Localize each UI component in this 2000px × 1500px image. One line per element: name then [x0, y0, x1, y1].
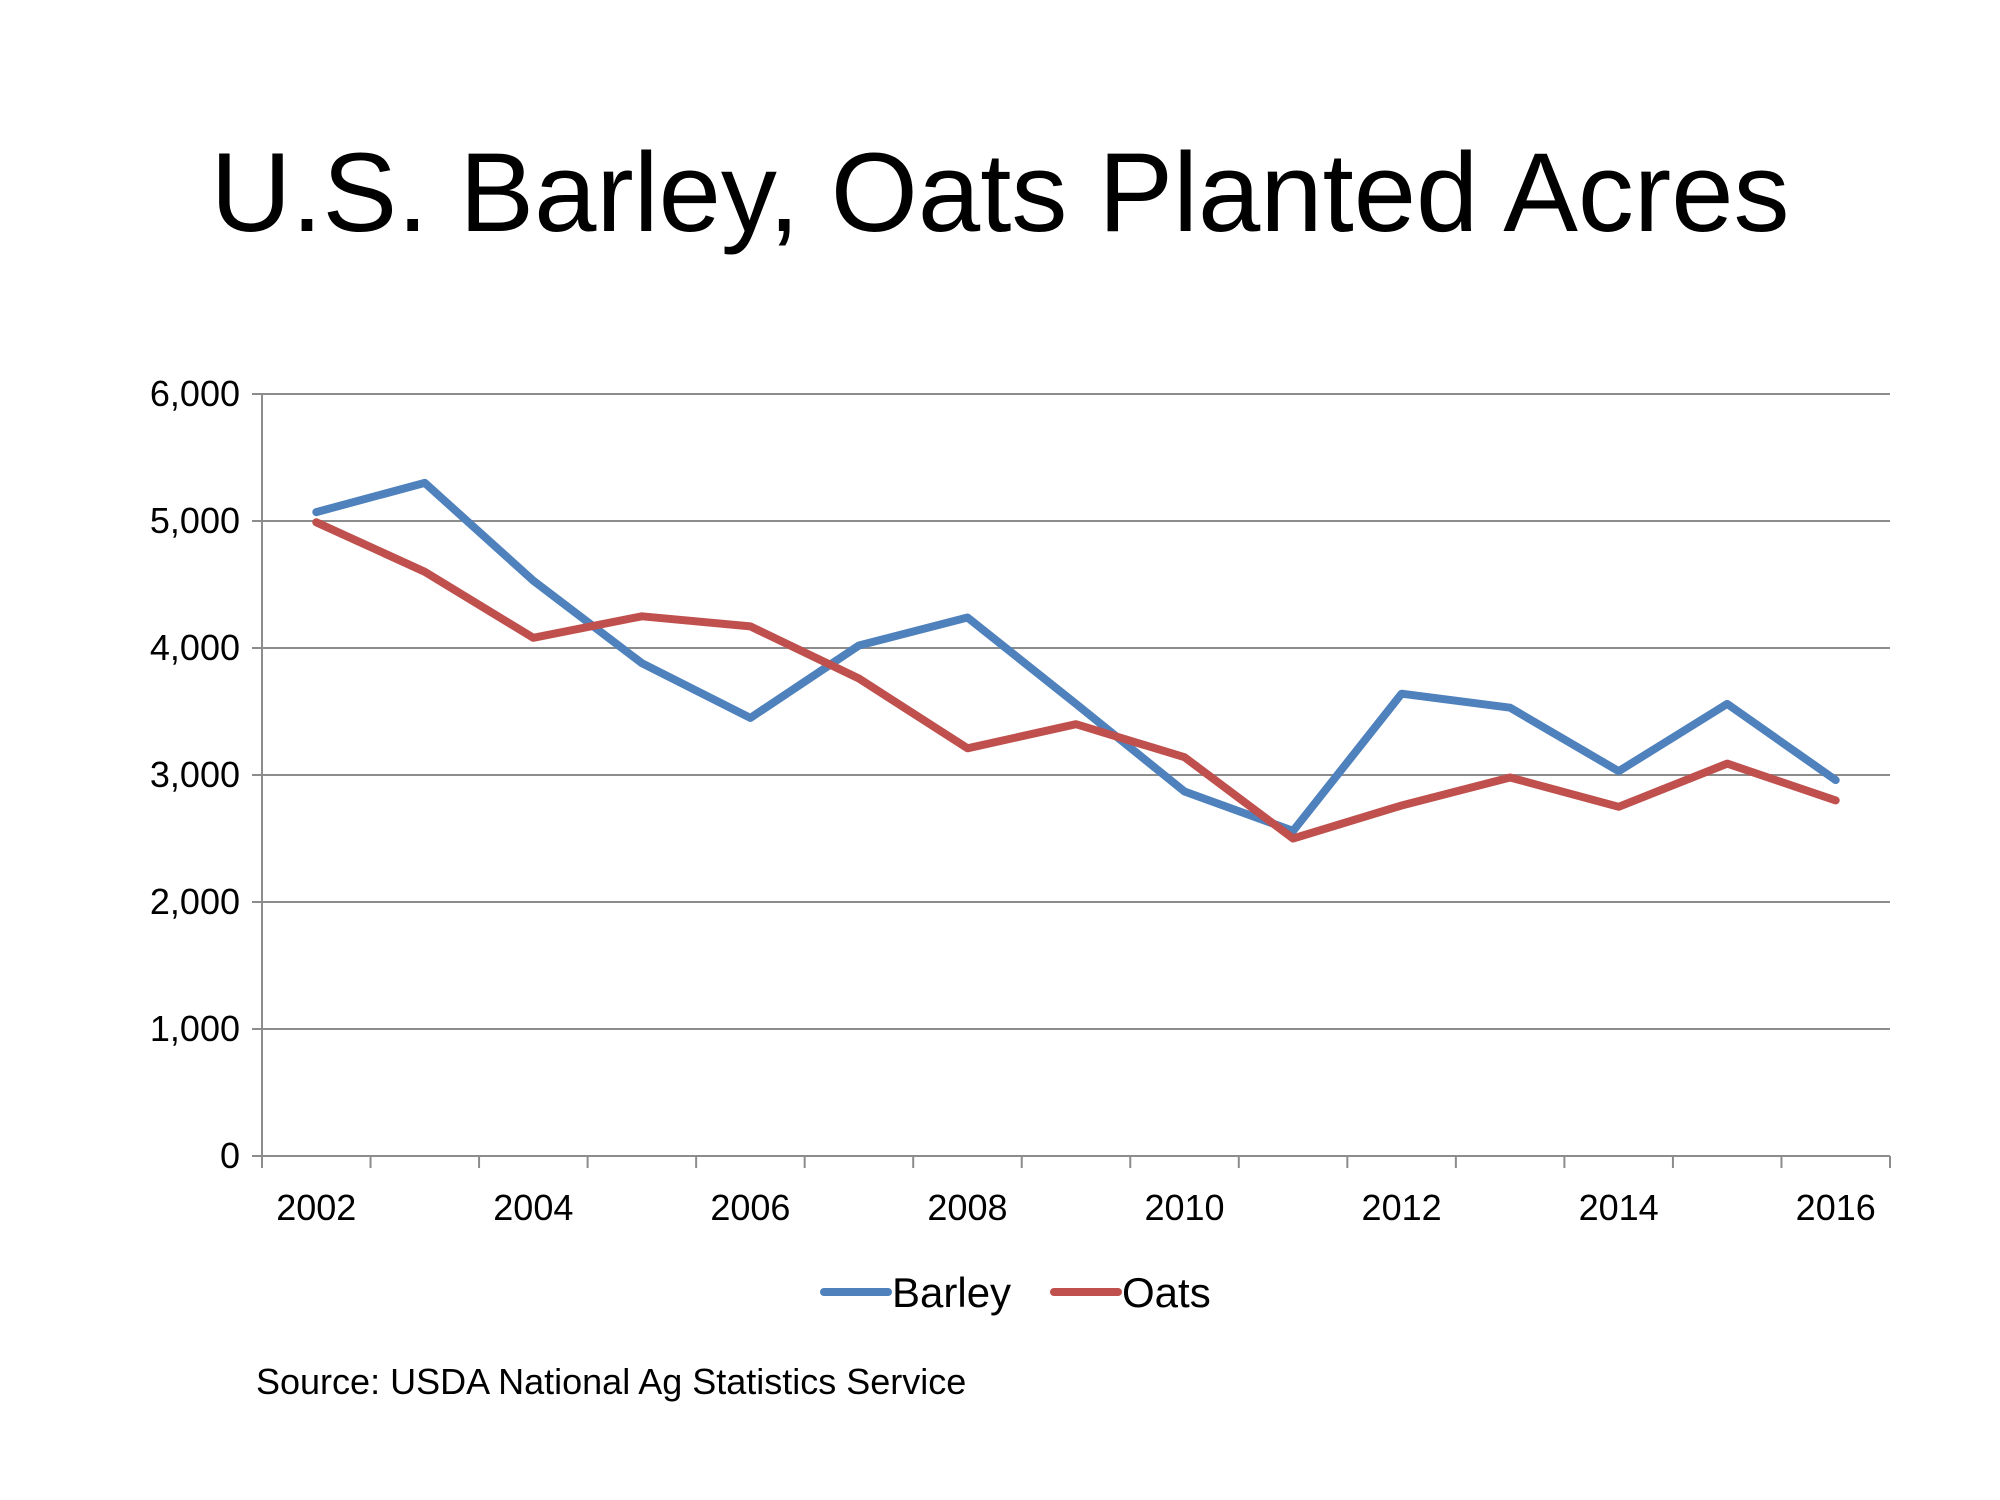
legend-label-oats: Oats	[1122, 1269, 1211, 1316]
x-tick-label: 2008	[927, 1187, 1007, 1228]
series-line-barley	[312, 478, 1840, 835]
x-tick-label: 2006	[710, 1187, 790, 1228]
gridlines	[262, 393, 1890, 1030]
chart-title: U.S. Barley, Oats Planted Acres	[210, 130, 1790, 255]
legend: Barley Oats	[820, 1269, 1211, 1316]
x-tick-label: 2010	[1144, 1187, 1224, 1228]
x-tick-label: 2004	[493, 1187, 573, 1228]
y-tick-label: 2,000	[150, 881, 240, 922]
y-tick-label: 6,000	[150, 373, 240, 414]
tick-labels: 0 1,000 2,000 3,000 4,000 5,000 6,000 2002 2004 2…	[150, 373, 1876, 1228]
legend-label-barley: Barley	[892, 1269, 1011, 1316]
series-lines	[312, 478, 1840, 843]
series-line-oats	[312, 518, 1840, 843]
y-tick-label: 3,000	[150, 754, 240, 795]
x-tick-label: 2014	[1579, 1187, 1659, 1228]
y-tick-label: 4,000	[150, 627, 240, 668]
y-tick-label: 0	[220, 1135, 240, 1176]
y-tick-label: 5,000	[150, 500, 240, 541]
axes	[252, 393, 1891, 1168]
x-tick-label: 2016	[1796, 1187, 1876, 1228]
x-tick-label: 2002	[276, 1187, 356, 1228]
source-note: Source: USDA National Ag Statistics Serv…	[256, 1361, 967, 1402]
y-tick-label: 1,000	[150, 1008, 240, 1049]
x-tick-label: 2012	[1362, 1187, 1442, 1228]
